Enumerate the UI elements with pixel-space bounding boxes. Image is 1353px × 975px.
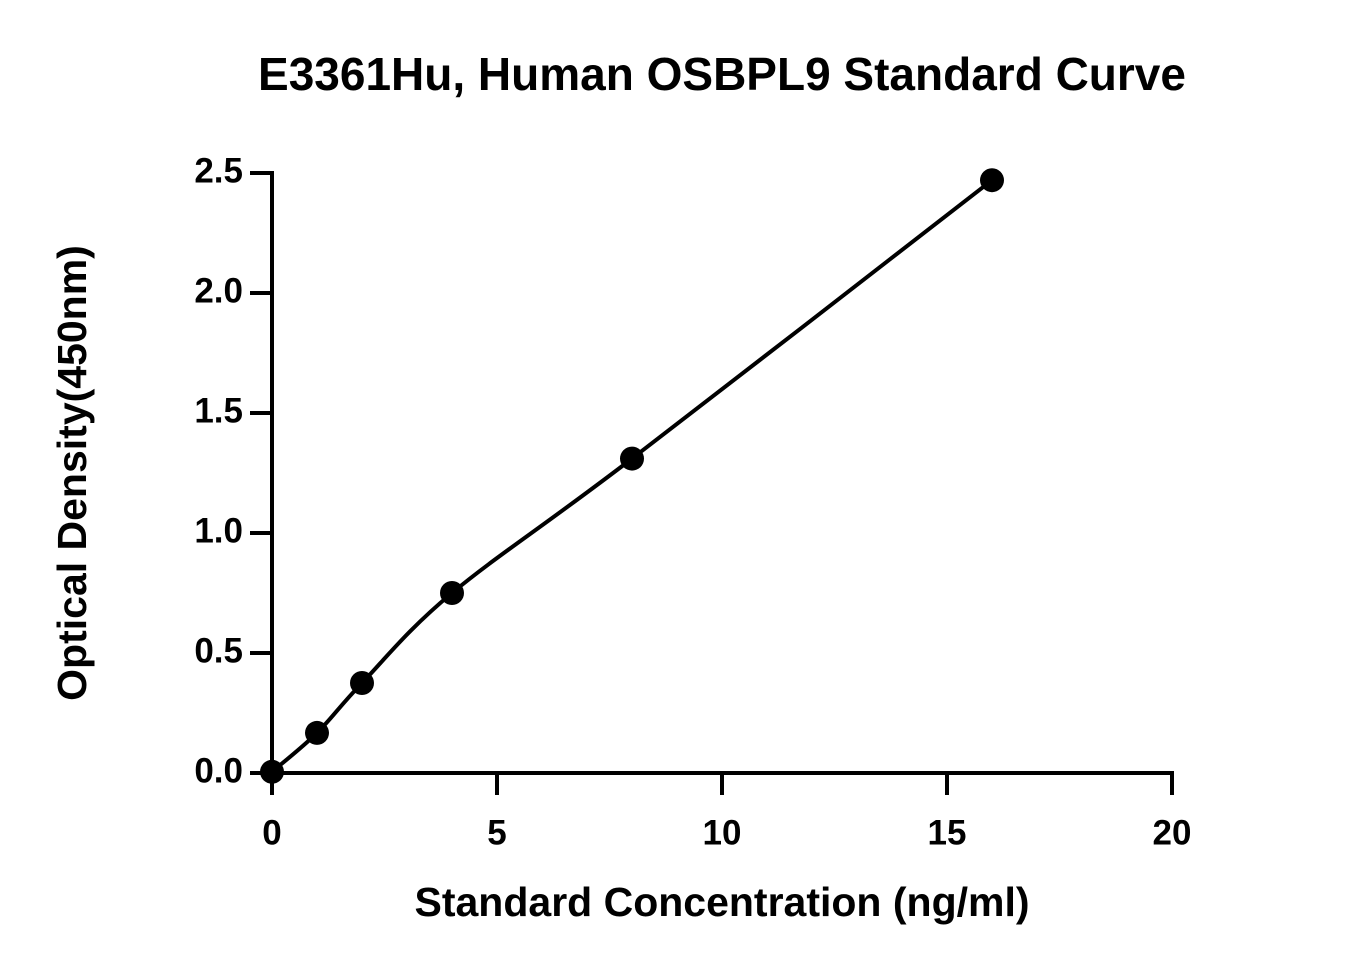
y-axis-label: Optical Density(450nm) [49, 245, 95, 701]
y-tick-label: 0.0 [194, 751, 243, 790]
x-axis-label: Standard Concentration (ng/ml) [415, 879, 1030, 925]
y-tick-label: 1.0 [194, 511, 243, 550]
data-point [440, 581, 464, 605]
data-point [305, 720, 329, 745]
y-tick-label: 2.0 [194, 271, 243, 310]
data-point [980, 168, 1004, 193]
data-point [620, 446, 644, 471]
y-tick-label: 1.5 [194, 391, 243, 430]
y-tick-label: 0.5 [194, 631, 243, 670]
x-tick-label: 10 [703, 813, 742, 852]
y-tick-label: 2.5 [194, 151, 243, 190]
chart-title: E3361Hu, Human OSBPL9 Standard Curve [258, 48, 1186, 100]
x-tick-label: 5 [487, 813, 506, 852]
x-tick-label: 0 [262, 813, 281, 852]
x-tick-label: 15 [928, 813, 967, 852]
data-point [350, 671, 374, 695]
data-point [260, 759, 284, 784]
x-tick-label: 20 [1153, 813, 1192, 852]
fit-curve [270, 178, 994, 774]
